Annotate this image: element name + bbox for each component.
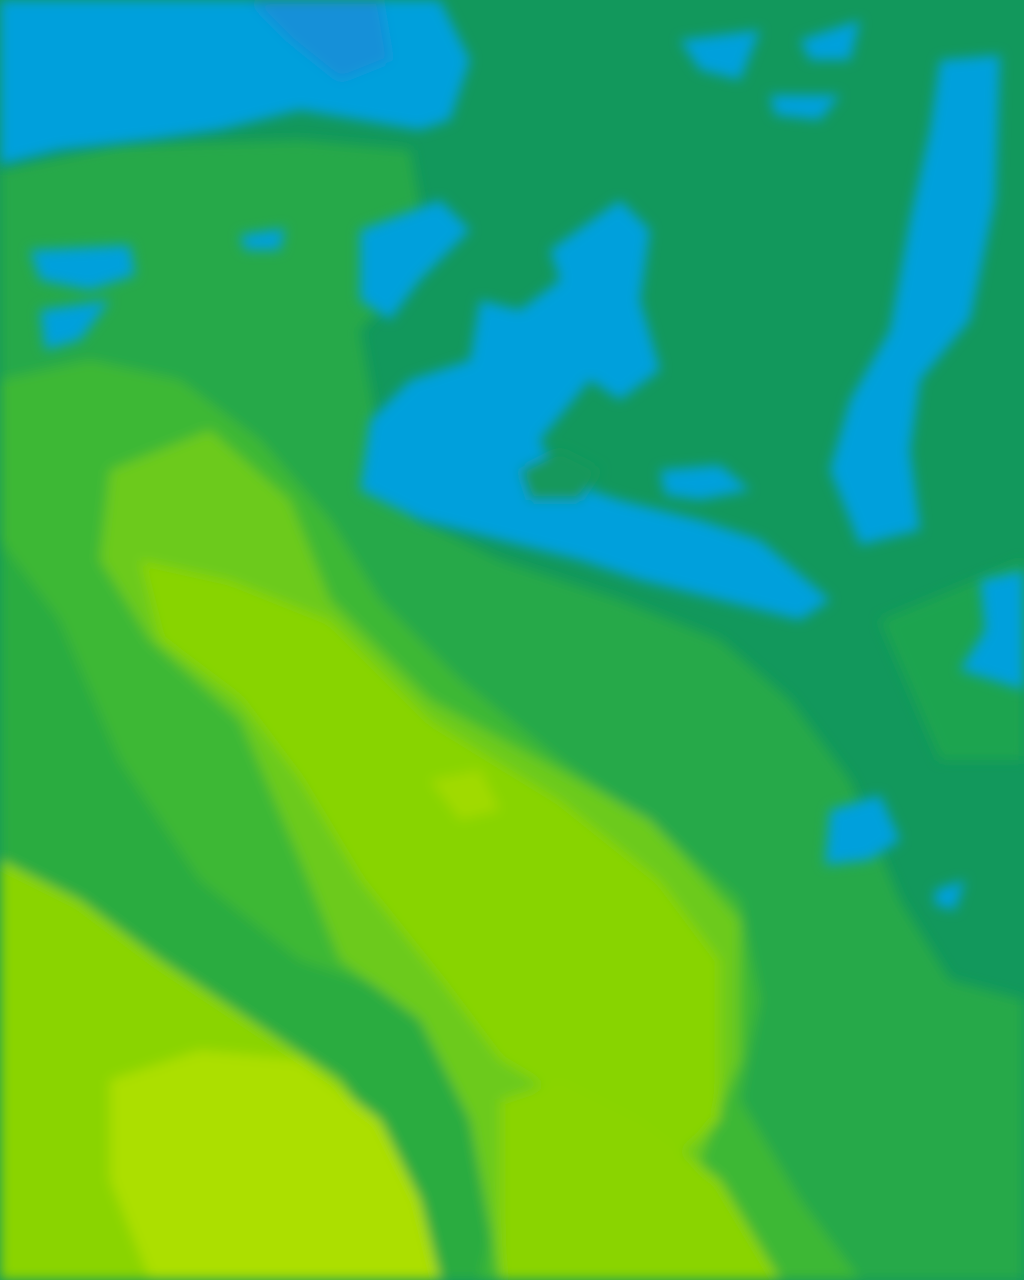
zone-blue — [360, 200, 830, 620]
zone-blue — [830, 55, 1000, 545]
zone-blue — [680, 30, 760, 80]
zone-blue — [825, 795, 900, 865]
zone-blue — [770, 95, 840, 120]
zone-dark-green — [520, 450, 600, 500]
zone-blue — [800, 20, 860, 60]
zone-blue — [240, 228, 285, 250]
zone-green — [0, 540, 500, 1280]
zone-lime — [140, 560, 720, 1180]
zone-blue — [960, 570, 1024, 690]
zone-yellow-green — [430, 770, 500, 820]
zone-lime — [500, 1080, 780, 1280]
zone-deep-blue — [250, 0, 390, 80]
blue-zones — [0, 0, 1024, 910]
zone-blue — [935, 880, 965, 910]
zone-blue — [660, 465, 750, 500]
zone-blue — [40, 300, 110, 350]
zone-blue — [30, 245, 135, 290]
zone-blue — [360, 200, 470, 320]
zone-yellow-green — [110, 1050, 440, 1280]
